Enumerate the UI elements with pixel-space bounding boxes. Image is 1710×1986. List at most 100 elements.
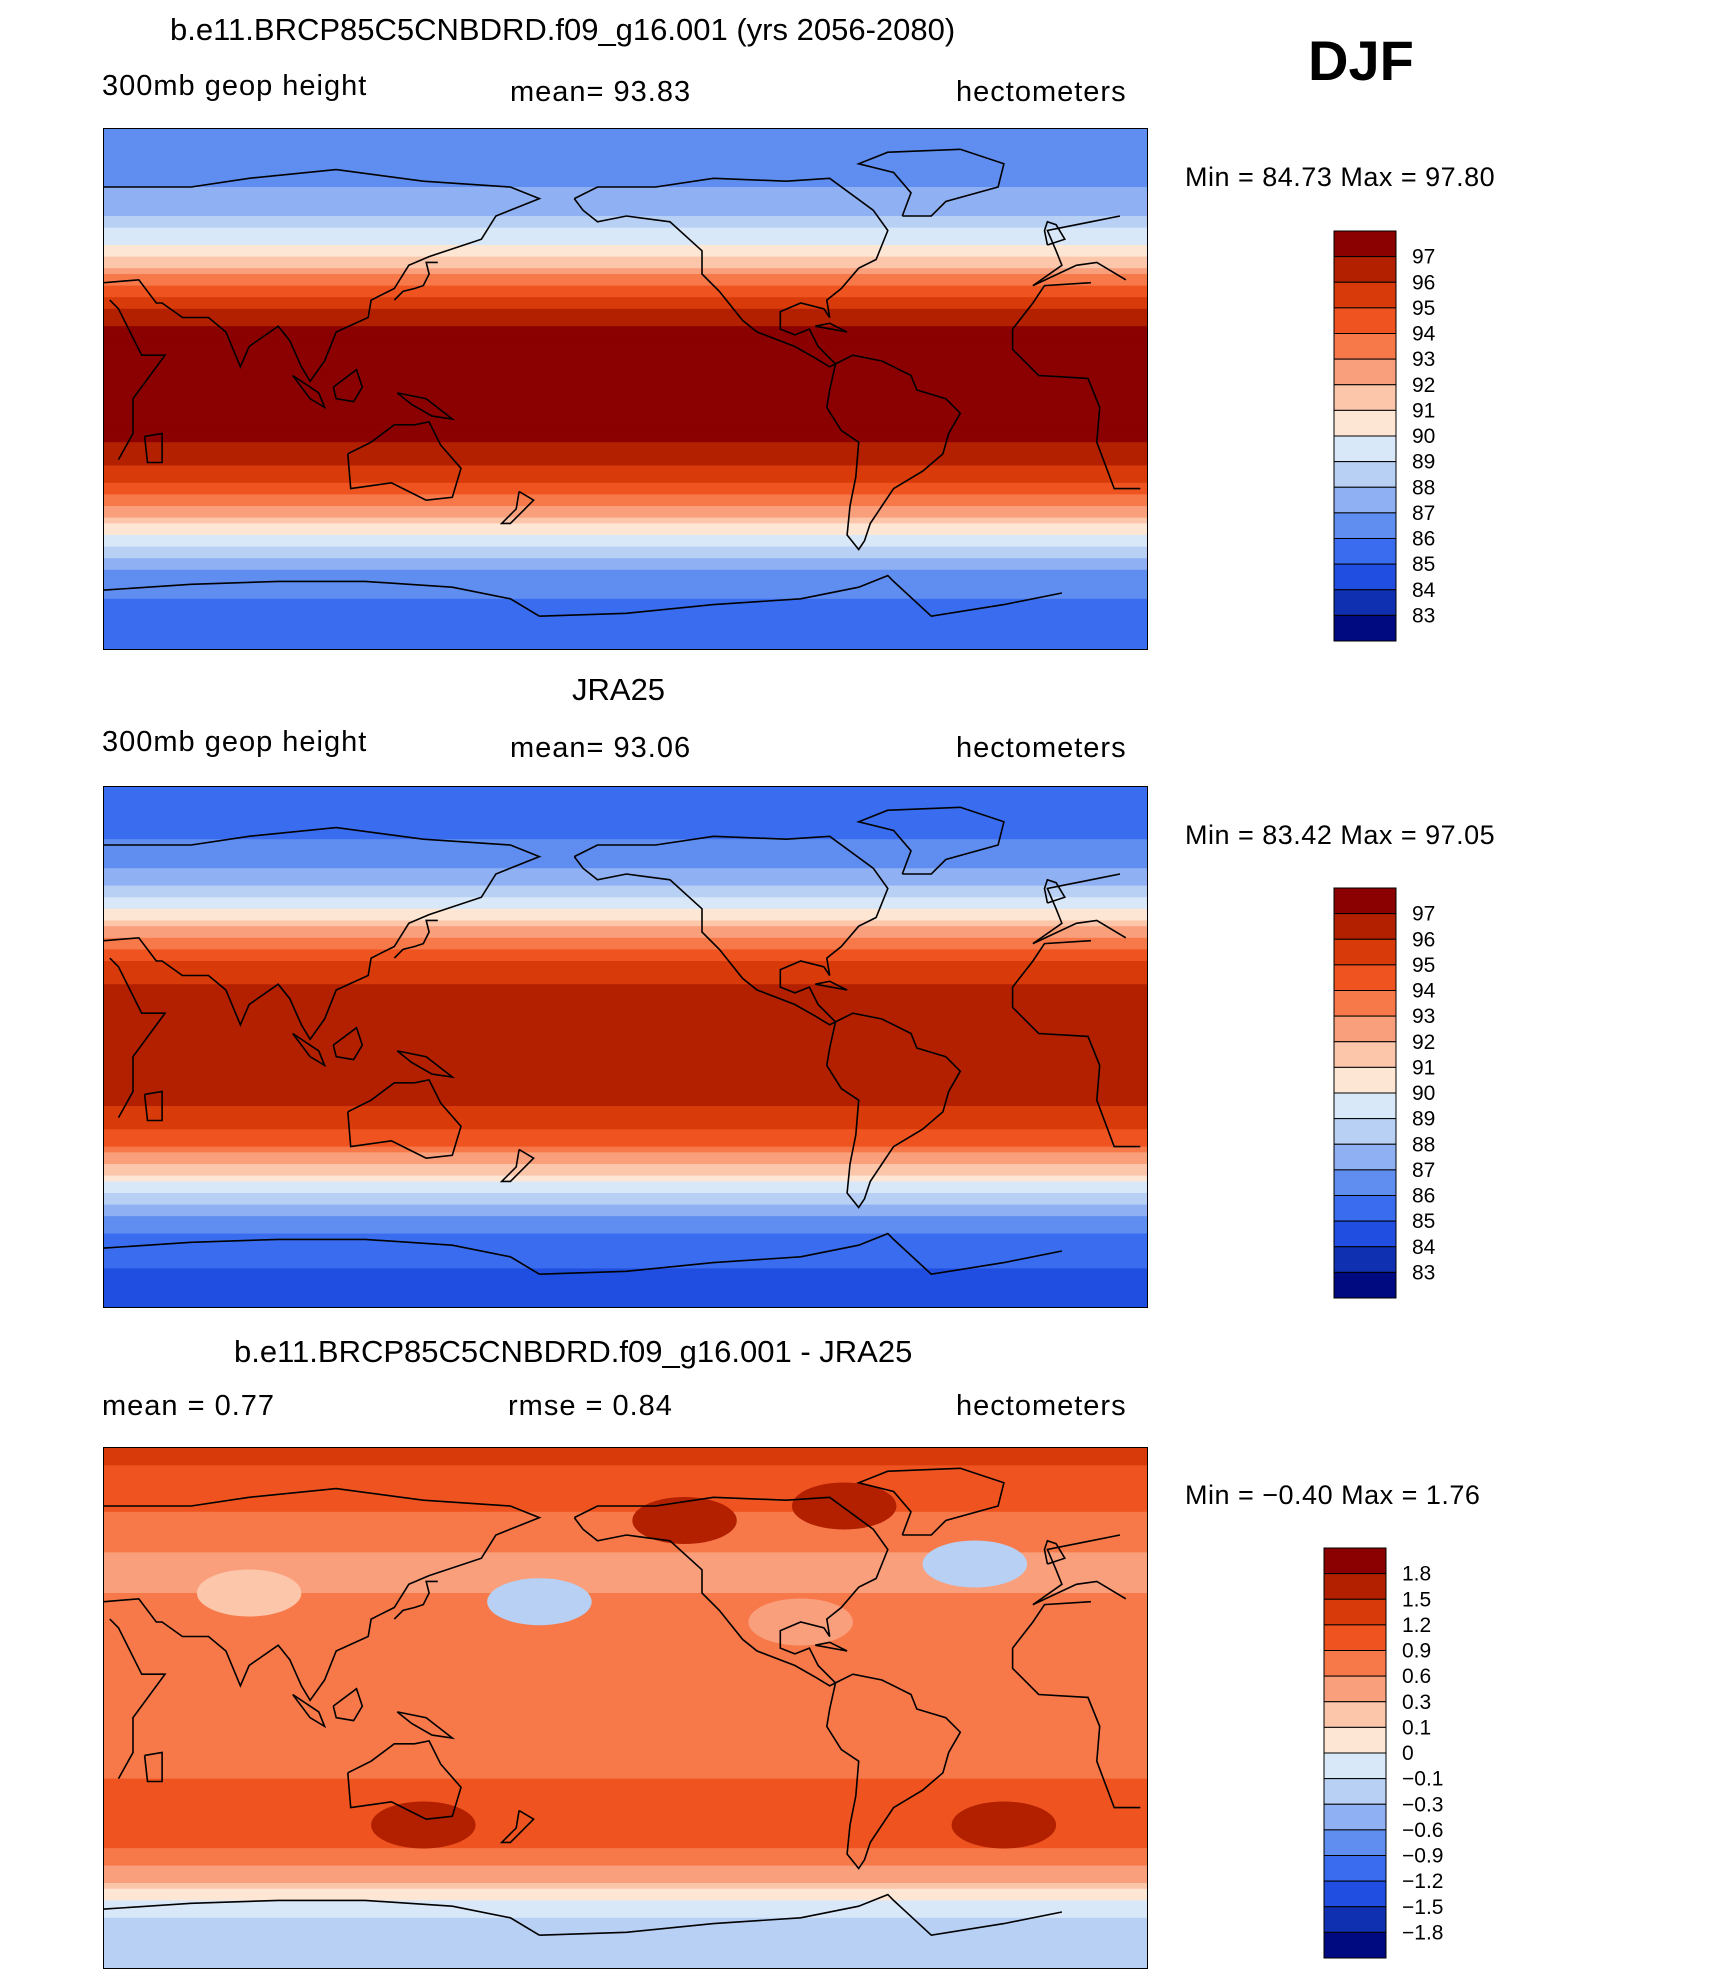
heatmap-band [104,227,1147,234]
coastline [393,919,438,959]
heatmap-band [104,1848,1147,1855]
heatmap-band [104,1019,1147,1026]
heatmap-band [104,955,1147,962]
colorbar-swatch [1333,913,1397,940]
colorbar-swatch [1333,1066,1397,1094]
heatmap-band [104,1169,1147,1177]
heatmap-band [104,604,1147,611]
heatmap-anomaly [632,1497,737,1544]
field-label: 300mb geop height [102,726,368,758]
heatmap-band [104,221,1147,229]
heatmap-band [104,833,1147,840]
heatmap-band [104,1204,1147,1211]
heatmap-band [104,459,1147,466]
colorbar-tick-label: −0.9 [1402,1845,1443,1868]
heatmap-band [104,326,1147,333]
heatmap-band [104,256,1147,263]
heatmap-anomaly [196,1569,302,1617]
heatmap-band [104,1140,1147,1148]
heatmap-band [104,1065,1147,1072]
heatmap-band [104,1801,1147,1809]
heatmap-band [104,1158,1147,1165]
heatmap-band [104,1453,1147,1461]
heatmap-band [104,1146,1147,1153]
coastline [856,1467,1005,1536]
heatmap-band [104,1790,1147,1797]
heatmap-band [104,1488,1147,1495]
heatmap-band [104,1639,1147,1646]
heatmap-band [104,1135,1147,1142]
colorbar-swatch [1323,1675,1387,1703]
heatmap-band [104,1001,1147,1008]
heatmap-band [104,1923,1147,1930]
heatmap-band [104,1610,1147,1617]
heatmap-band [104,1830,1147,1838]
heatmap-band [104,827,1147,834]
heatmap-band [104,593,1147,600]
heatmap-band [104,1546,1147,1553]
colorbar-tick-label: 1.5 [1402,1588,1431,1611]
colorbar-tick-label: 91 [1412,1056,1435,1079]
heatmap-band [104,1152,1147,1159]
colorbar-swatch [1323,1906,1387,1933]
colorbar-tick-label: 0.3 [1402,1691,1431,1714]
heatmap-band [104,862,1147,869]
heatmap-band [104,372,1147,379]
coastline [292,1032,327,1068]
heatmap-band [104,343,1147,350]
heatmap-band [104,1048,1147,1055]
heatmap-band [104,1030,1147,1037]
heatmap-band [104,535,1147,542]
heatmap-band [104,1448,1147,1455]
colorbar-swatch [1333,256,1397,283]
colorbar-diff: 1.81.51.20.90.60.30.10−0.1−0.3−0.6−0.9−1… [1323,1547,1443,1959]
heatmap-band [104,1755,1147,1762]
heatmap-band [104,1465,1147,1472]
coastline [143,1751,163,1783]
heatmap-band [104,1941,1147,1948]
coastline [332,1026,364,1061]
coastline [104,168,542,383]
heatmap-band [104,1262,1147,1269]
mean-label: mean = 0.77 [102,1390,276,1422]
heatmap-band [104,216,1147,223]
heatmap-band [104,1633,1147,1640]
colorbar-tick-label: 85 [1412,553,1435,576]
colorbar-tick-label: 92 [1412,374,1435,397]
heatmap-band [104,1187,1147,1194]
heatmap-band [104,1569,1147,1577]
colorbar-tick-label: 91 [1412,399,1435,422]
coastline [573,177,889,368]
heatmap-band [104,1732,1147,1739]
heatmap-band [104,1529,1147,1536]
coastline [539,574,1063,618]
coastline [396,1050,456,1079]
min-max-label: Min = 84.73 Max = 97.80 [1185,162,1496,192]
heatmap-band [104,1500,1147,1507]
colorbar-swatch [1333,512,1397,539]
heatmap-band [104,1558,1147,1565]
field-label: 300mb geop height [102,70,368,102]
colorbar-swatch [1333,384,1397,411]
heatmap-band [104,1593,1147,1600]
heatmap-band [104,511,1147,519]
heatmap-band [104,1854,1147,1861]
heatmap-band [104,1459,1147,1466]
heatmap-band [104,250,1147,258]
colorbar-swatch [1333,281,1397,309]
heatmap-band [104,1129,1147,1136]
heatmap-band [104,575,1147,582]
heatmap-band [104,1233,1147,1240]
heatmap-band [104,1825,1147,1832]
heatmap-band [104,332,1147,339]
colorbar-swatch [1333,230,1397,258]
heatmap-band [104,1494,1147,1501]
coastline [856,148,1005,217]
heatmap-band [104,308,1147,316]
heatmap-band [104,500,1147,507]
coastline [1032,919,1127,945]
heatmap-band [104,1651,1147,1658]
heatmap-obs [103,786,1148,1308]
coastline [1032,1534,1121,1606]
